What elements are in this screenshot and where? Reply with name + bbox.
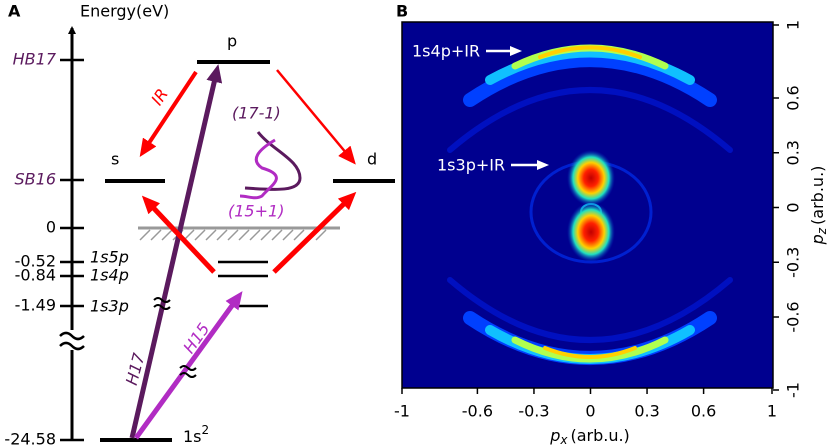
x-axis-label: px (arb.u.) bbox=[549, 426, 630, 447]
state-label: 1s2 bbox=[183, 423, 209, 446]
level-label: HB17 bbox=[13, 50, 57, 69]
spectrum-curve bbox=[239, 138, 278, 200]
level-label: -0.52 bbox=[15, 252, 56, 271]
state-label: 1s4p bbox=[90, 266, 129, 285]
ir-arrow bbox=[276, 69, 356, 165]
frame bbox=[401, 21, 774, 389]
x-tick-label: 1 bbox=[767, 402, 777, 421]
hatch bbox=[194, 229, 206, 241]
hatch bbox=[293, 229, 305, 241]
path-label: (17-1) bbox=[232, 104, 281, 123]
path-label: (15+1) bbox=[228, 202, 284, 221]
y-tick-label: -1 bbox=[784, 382, 803, 398]
hatch bbox=[238, 229, 250, 241]
h17-arrow bbox=[129, 64, 223, 439]
panel-b: B 1s4p+IR 1s3p+IR px bbox=[396, 2, 829, 447]
x-tick-label: 0.3 bbox=[634, 402, 659, 421]
x-tick-label: -0.3 bbox=[518, 402, 549, 421]
annotation: 1s3p+IR bbox=[437, 156, 505, 175]
axis-label: Energy(eV) bbox=[80, 2, 169, 21]
hatch bbox=[315, 229, 327, 241]
level-label: -24.58 bbox=[4, 430, 56, 448]
hatch bbox=[216, 229, 228, 241]
state-label: 1s5p bbox=[90, 248, 129, 267]
x-tick-label: 0 bbox=[585, 402, 595, 421]
state-label: d bbox=[367, 150, 377, 169]
hatch bbox=[205, 229, 217, 241]
level-label: 0 bbox=[46, 218, 56, 237]
y-tick-label: 0.6 bbox=[784, 85, 803, 110]
annotation: 1s4p+IR bbox=[412, 42, 480, 61]
hatch bbox=[227, 229, 239, 241]
y-axis-label: pz(arb.u.) bbox=[808, 166, 829, 246]
y-tick-label: 0.3 bbox=[784, 140, 803, 165]
break-mark bbox=[179, 365, 197, 378]
state-label: s bbox=[111, 150, 119, 169]
hatch bbox=[150, 229, 162, 241]
break-mark bbox=[153, 297, 171, 310]
x-tick-label: -1 bbox=[394, 402, 410, 421]
ir-label: IR bbox=[147, 85, 172, 109]
y-tick-label: -0.3 bbox=[784, 247, 803, 278]
panel-a: A Energy(eV) HB17 SB16 0 -0.52-0.84 -1.49 -24… bbox=[4, 2, 395, 448]
y-tick-label: -0.6 bbox=[784, 301, 803, 332]
level-label: -1.49 bbox=[15, 296, 56, 315]
hatch bbox=[161, 229, 173, 241]
x-tick-label: 0.6 bbox=[691, 402, 716, 421]
hatch bbox=[139, 229, 151, 241]
state-label: 1s3p bbox=[90, 297, 129, 316]
x-tick-label: -0.6 bbox=[462, 402, 493, 421]
panel-letter: A bbox=[8, 2, 21, 21]
momentum-image bbox=[402, 22, 773, 388]
ir-arrow bbox=[272, 191, 357, 274]
state-label: p bbox=[227, 32, 237, 51]
axis-break bbox=[59, 331, 85, 351]
ir-arrow bbox=[141, 195, 216, 274]
hatch bbox=[260, 229, 272, 241]
y-tick-label: 1 bbox=[784, 20, 803, 30]
level-label: -0.84 bbox=[15, 266, 56, 285]
hatch bbox=[183, 229, 195, 241]
hatch bbox=[282, 229, 294, 241]
y-tick-label: 0 bbox=[784, 202, 803, 212]
ir-arrow bbox=[139, 70, 198, 158]
hatch bbox=[271, 229, 283, 241]
hatch bbox=[249, 229, 261, 241]
panel-letter: B bbox=[396, 2, 408, 21]
level-label: SB16 bbox=[15, 170, 57, 189]
